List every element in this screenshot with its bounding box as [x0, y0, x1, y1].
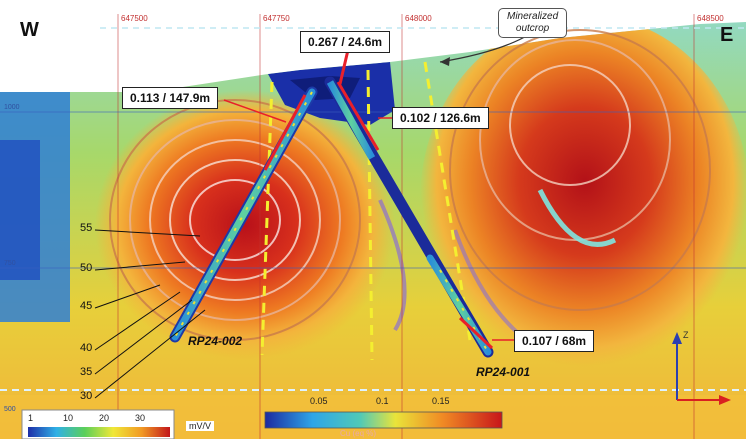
contour-ring [129, 119, 341, 321]
elevation-label: 750 [4, 260, 16, 267]
contour-value-label: 55 [80, 222, 93, 234]
chargeability-colorbar [28, 427, 170, 437]
contour-ring [109, 99, 361, 341]
elevation-gridlines [0, 111, 746, 269]
callout-leaders [223, 99, 514, 341]
contour-value-label: 45 [80, 300, 93, 312]
contour-ring [449, 29, 711, 311]
east-anomaly [420, 22, 746, 385]
easting-label: 648000 [405, 14, 432, 23]
easting-label: 648500 [697, 14, 724, 23]
east-direction-label: E [720, 24, 734, 46]
contour-ring [479, 39, 671, 241]
contour-ring [189, 179, 281, 261]
copper-tick: 0.05 [310, 396, 328, 406]
fault-trace [260, 81, 274, 356]
contour-value-label: 50 [80, 262, 93, 274]
contour-ring [169, 159, 301, 281]
contour-leader [94, 229, 201, 237]
intercept-callout-0113: 0.113 / 147.9m [122, 87, 219, 109]
drillhole-label-rp24-002: RP24-002 [188, 334, 243, 348]
fault-trace [423, 61, 472, 341]
intercept-callout-0267: 0.267 / 24.6m [300, 31, 391, 53]
mineralized-outcrop-label: Mineralized outcrop [498, 8, 568, 38]
drillhole-rp24-002 [169, 86, 318, 343]
contour-leader [94, 309, 206, 399]
outcrop-line-1: Mineralized [507, 11, 559, 22]
intercept-marker [338, 49, 350, 85]
easting-label: 647500 [121, 14, 148, 23]
intercept-marker [336, 81, 380, 151]
west-anomaly [95, 90, 395, 360]
purple-contour-band [378, 199, 407, 332]
cyan-contour-band [537, 188, 617, 247]
axis-triad [672, 332, 731, 405]
contour-leader [94, 284, 161, 309]
x-axis-arrowhead [719, 395, 731, 405]
z-axis-label: Z [683, 330, 689, 340]
copper-colorbar-caption: Cu (eq %) [340, 429, 377, 438]
intercept-marker [263, 94, 307, 171]
copper-colorbar [264, 411, 503, 429]
fault-trace [366, 69, 374, 361]
easting-gridlines [117, 14, 695, 439]
intercept-marker [458, 316, 494, 350]
intercept-markers [263, 49, 494, 350]
copper-tick: 0.15 [432, 396, 450, 406]
chargeability-tick: 30 [135, 413, 146, 423]
contour-ring [509, 64, 631, 186]
elevation-label: 1000 [4, 104, 20, 111]
contour-rings [109, 29, 711, 341]
chargeability-tick: 1 [28, 413, 34, 423]
chargeability-tick: 20 [99, 413, 110, 423]
west-low-core [0, 140, 40, 280]
outcrop-line-2: outcrop [515, 23, 550, 34]
z-axis-arrowhead [672, 332, 682, 344]
callout-leader [223, 99, 287, 123]
elevation-label: 500 [4, 406, 16, 413]
intercept-callout-0107: 0.107 / 68m [514, 330, 595, 352]
contour-leader [94, 299, 193, 375]
contour-leaders [94, 229, 206, 399]
easting-label: 647750 [263, 14, 290, 23]
contour-value-label: 30 [80, 390, 93, 402]
hole-assay-trace [326, 80, 376, 160]
intercept-callout-0102: 0.102 / 126.6m [392, 107, 489, 129]
fault-traces [260, 61, 472, 361]
contour-value-label: 35 [80, 366, 93, 378]
outcrop-leader-arrow [440, 57, 450, 66]
hole-assay-trace [171, 88, 316, 341]
contour-leader [94, 261, 186, 271]
drillhole-label-rp24-001: RP24-001 [476, 365, 531, 379]
contour-value-label: 40 [80, 342, 93, 354]
chargeability-unit: mV/V [186, 421, 215, 431]
contour-ring [149, 139, 321, 301]
contour-leader [94, 291, 181, 351]
chargeability-tick: 10 [63, 413, 74, 423]
purple-contour-band [453, 229, 522, 337]
west-direction-label: W [20, 19, 39, 41]
copper-tick: 0.1 [376, 396, 389, 406]
